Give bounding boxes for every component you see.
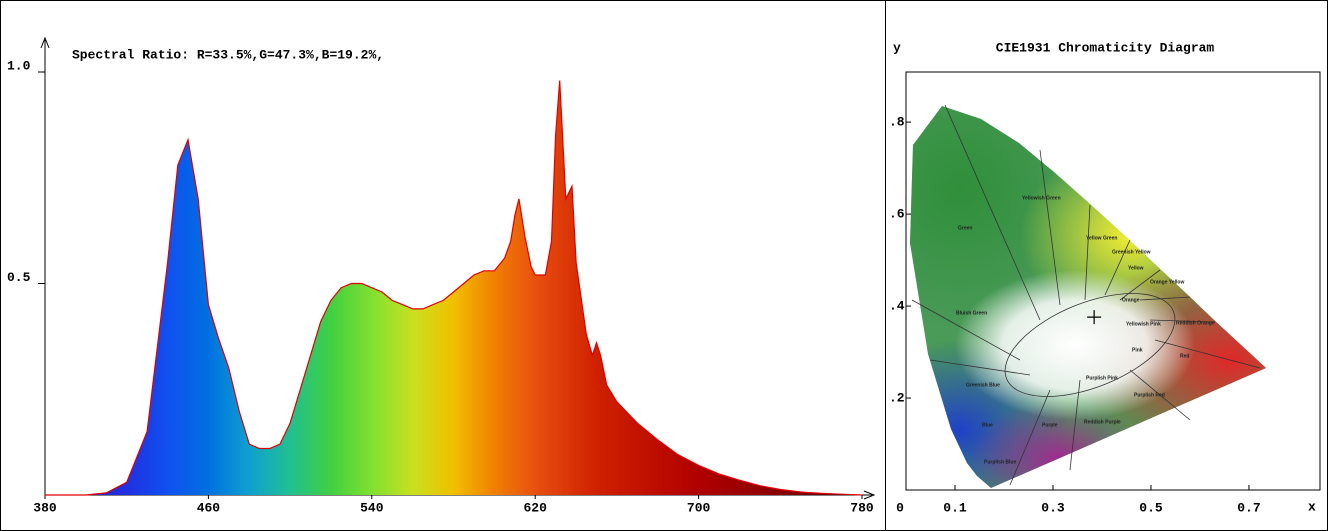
y-tick-label: 0.5 — [7, 270, 31, 285]
y-tick-label: .6 — [889, 207, 905, 222]
chart-title: CIE1931 Chromaticity Diagram — [996, 40, 1215, 55]
cie-chart: CIE1931 Chromaticity Diagram y x Green Y… — [889, 40, 1321, 515]
spectrum-line — [45, 80, 863, 496]
chromaticity-point — [1087, 310, 1102, 325]
region-label: Red — [1180, 353, 1189, 359]
region-label: Orange Yellow — [1150, 279, 1184, 285]
region-labels: Green Yellowish Green Yellow Green Green… — [956, 195, 1215, 465]
x-tick-label: 0 — [896, 500, 904, 515]
y-tick-label: .8 — [889, 115, 905, 130]
region-lines — [911, 104, 1261, 486]
y-tick-label: 1.0 — [7, 58, 31, 73]
region-label: Yellow Green — [1086, 235, 1117, 241]
region-label: Blue — [982, 422, 993, 428]
x-tick-label: 0.7 — [1237, 500, 1260, 515]
chart-title: Spectral Ratio: R=33.5%,G=47.3%,B=19.2%, — [72, 47, 384, 62]
x-axis-label: x — [1308, 499, 1316, 514]
region-label: Purplish Pink — [1086, 375, 1118, 381]
x-tick-label: 0.1 — [943, 500, 967, 515]
y-axis — [40, 36, 50, 495]
region-label: Bluish Green — [956, 310, 987, 316]
area-fill — [45, 80, 862, 495]
plot-box — [905, 71, 1321, 491]
region-label: Reddish Purple — [1084, 419, 1121, 425]
region-label: Greenish Blue — [966, 382, 1000, 388]
region-label: Purple — [1042, 422, 1058, 428]
x-tick-label: 540 — [360, 500, 384, 515]
x-tick-label: 0.3 — [1041, 500, 1065, 515]
region-label: Pink — [1132, 347, 1143, 353]
region-label: Orange — [1122, 297, 1140, 303]
region-label: Greenish Yellow — [1112, 249, 1151, 255]
x-tick-label: 700 — [687, 500, 711, 515]
y-tick-label: .4 — [889, 298, 905, 313]
spectrum-chart: Spectral Ratio: R=33.5%,G=47.3%,B=19.2%,… — [7, 36, 876, 515]
y-axis-label: y — [893, 40, 901, 55]
y-tick-label: .2 — [889, 390, 905, 405]
region-label: Purplish Blue — [984, 459, 1016, 465]
x-tick-label: 0.5 — [1139, 500, 1163, 515]
x-tick-label: 380 — [33, 500, 57, 515]
region-label: Purplish Red — [1134, 392, 1165, 398]
x-tick-label: 780 — [850, 500, 874, 515]
x-tick-label: 620 — [523, 500, 547, 515]
region-label: Green — [958, 225, 972, 231]
region-label: Yellow — [1128, 265, 1144, 271]
region-label: Reddish Orange — [1176, 320, 1215, 326]
region-label: Yellowish Green — [1022, 195, 1061, 201]
region-label: Yellowish Pink — [1126, 321, 1161, 327]
x-tick-label: 460 — [197, 500, 221, 515]
